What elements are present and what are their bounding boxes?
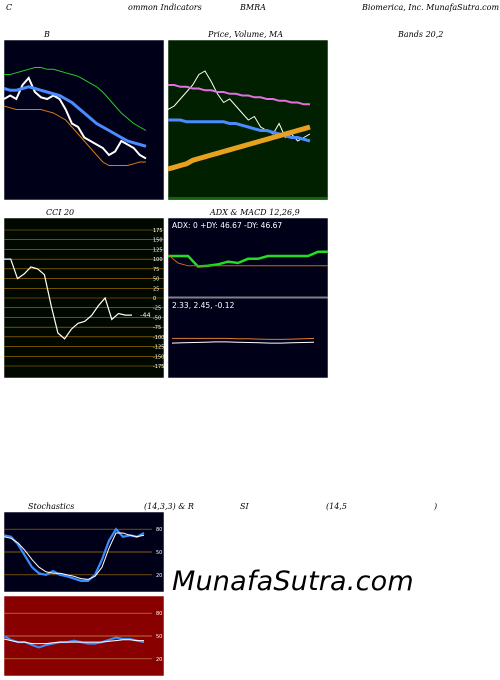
cci-tick-label: 125	[153, 247, 163, 253]
cci-title: CCI 20	[46, 208, 75, 217]
stoch-title: Stochastics	[28, 502, 75, 511]
adx-label: ADX: 0 +DY: 46.67 -DY: 46.67	[172, 221, 282, 230]
price-ma-panel	[168, 40, 328, 200]
cci-tick-label: -175	[153, 364, 164, 370]
price-ma-ma_long-line	[168, 124, 311, 172]
adx-panel: ADX: 0 +DY: 46.67 -DY: 46.67	[168, 218, 328, 298]
cci-tick-label: -25	[153, 306, 161, 312]
rsi-tick-label: 20	[156, 657, 162, 663]
bollinger-panel	[4, 40, 164, 200]
price-ma-ma_upper-line	[168, 84, 310, 106]
stochastics-panel: 80 50 20	[4, 512, 164, 592]
adx-plus_di-line	[168, 250, 328, 268]
cci-tick-label: -100	[153, 335, 164, 341]
price-title: Price, Volume, MA	[208, 30, 284, 39]
cci-panel: 175 150 125 100 75 50 25 0 -25 -50 -75 -100 -125 -150…	[4, 218, 164, 378]
stoch-d-line	[4, 532, 145, 580]
cci-tick-label: 100	[153, 257, 163, 263]
header-left: C	[6, 3, 13, 12]
bollinger-lower-line	[4, 105, 146, 166]
cci-tick-label: -75	[153, 325, 161, 331]
adx-macd-title: ADX & MACD 12,26,9	[210, 208, 300, 217]
cci-tick-label: 150	[153, 238, 163, 244]
macd-signal-line	[172, 337, 315, 340]
rsi-title: SI	[240, 502, 249, 511]
cci-tick-label: -150	[153, 354, 164, 360]
header-indicators: ommon Indicators	[128, 3, 202, 12]
cci-tick-label: 175	[153, 228, 163, 234]
cci-tick-label: -125	[153, 345, 164, 351]
header-company: Biomerica, Inc. MunafaSutra.com	[362, 3, 500, 12]
bands-b-title: B	[44, 30, 50, 39]
rsi-rsi_ma-line	[4, 638, 144, 645]
stoch-k-line	[4, 527, 145, 583]
cci-tick-label: 50	[153, 277, 159, 283]
adx-minus_di-line	[168, 254, 328, 267]
rsi-panel: 80 50 20	[4, 596, 164, 676]
rsi-tick-label: 80	[156, 611, 162, 617]
macd-label: 2.33, 2.45, -0.12	[172, 301, 235, 310]
stoch-tick-label: 50	[156, 550, 162, 556]
cci-tick-label: 25	[153, 286, 159, 292]
macd-panel: 2.33, 2.45, -0.12	[168, 298, 328, 378]
header-ticker: BMRA	[240, 3, 266, 12]
cci-tick-label: -50	[153, 315, 161, 321]
watermark: MunafaSutra.com	[172, 566, 414, 597]
bollinger-mid-line	[4, 85, 147, 148]
cci-cci-line	[4, 258, 132, 340]
macd-macd-line	[171, 341, 315, 344]
rsi-params: (14,5	[326, 502, 347, 511]
bollinger-upper-line	[4, 67, 147, 131]
stoch-params: (14,3,3) & R	[144, 502, 194, 511]
stoch-tick-label: 20	[156, 573, 162, 579]
stoch-tick-label: 80	[156, 527, 162, 533]
rsi-close: )	[434, 502, 438, 511]
rsi-tick-label: 50	[156, 634, 162, 640]
cci-last-value-label: -44	[140, 311, 151, 319]
cci-tick-label: 75	[153, 267, 159, 273]
bands-title: Bands 20,2	[398, 30, 444, 39]
cci-tick-label: 0	[153, 296, 156, 302]
bollinger-price-line	[4, 76, 147, 160]
